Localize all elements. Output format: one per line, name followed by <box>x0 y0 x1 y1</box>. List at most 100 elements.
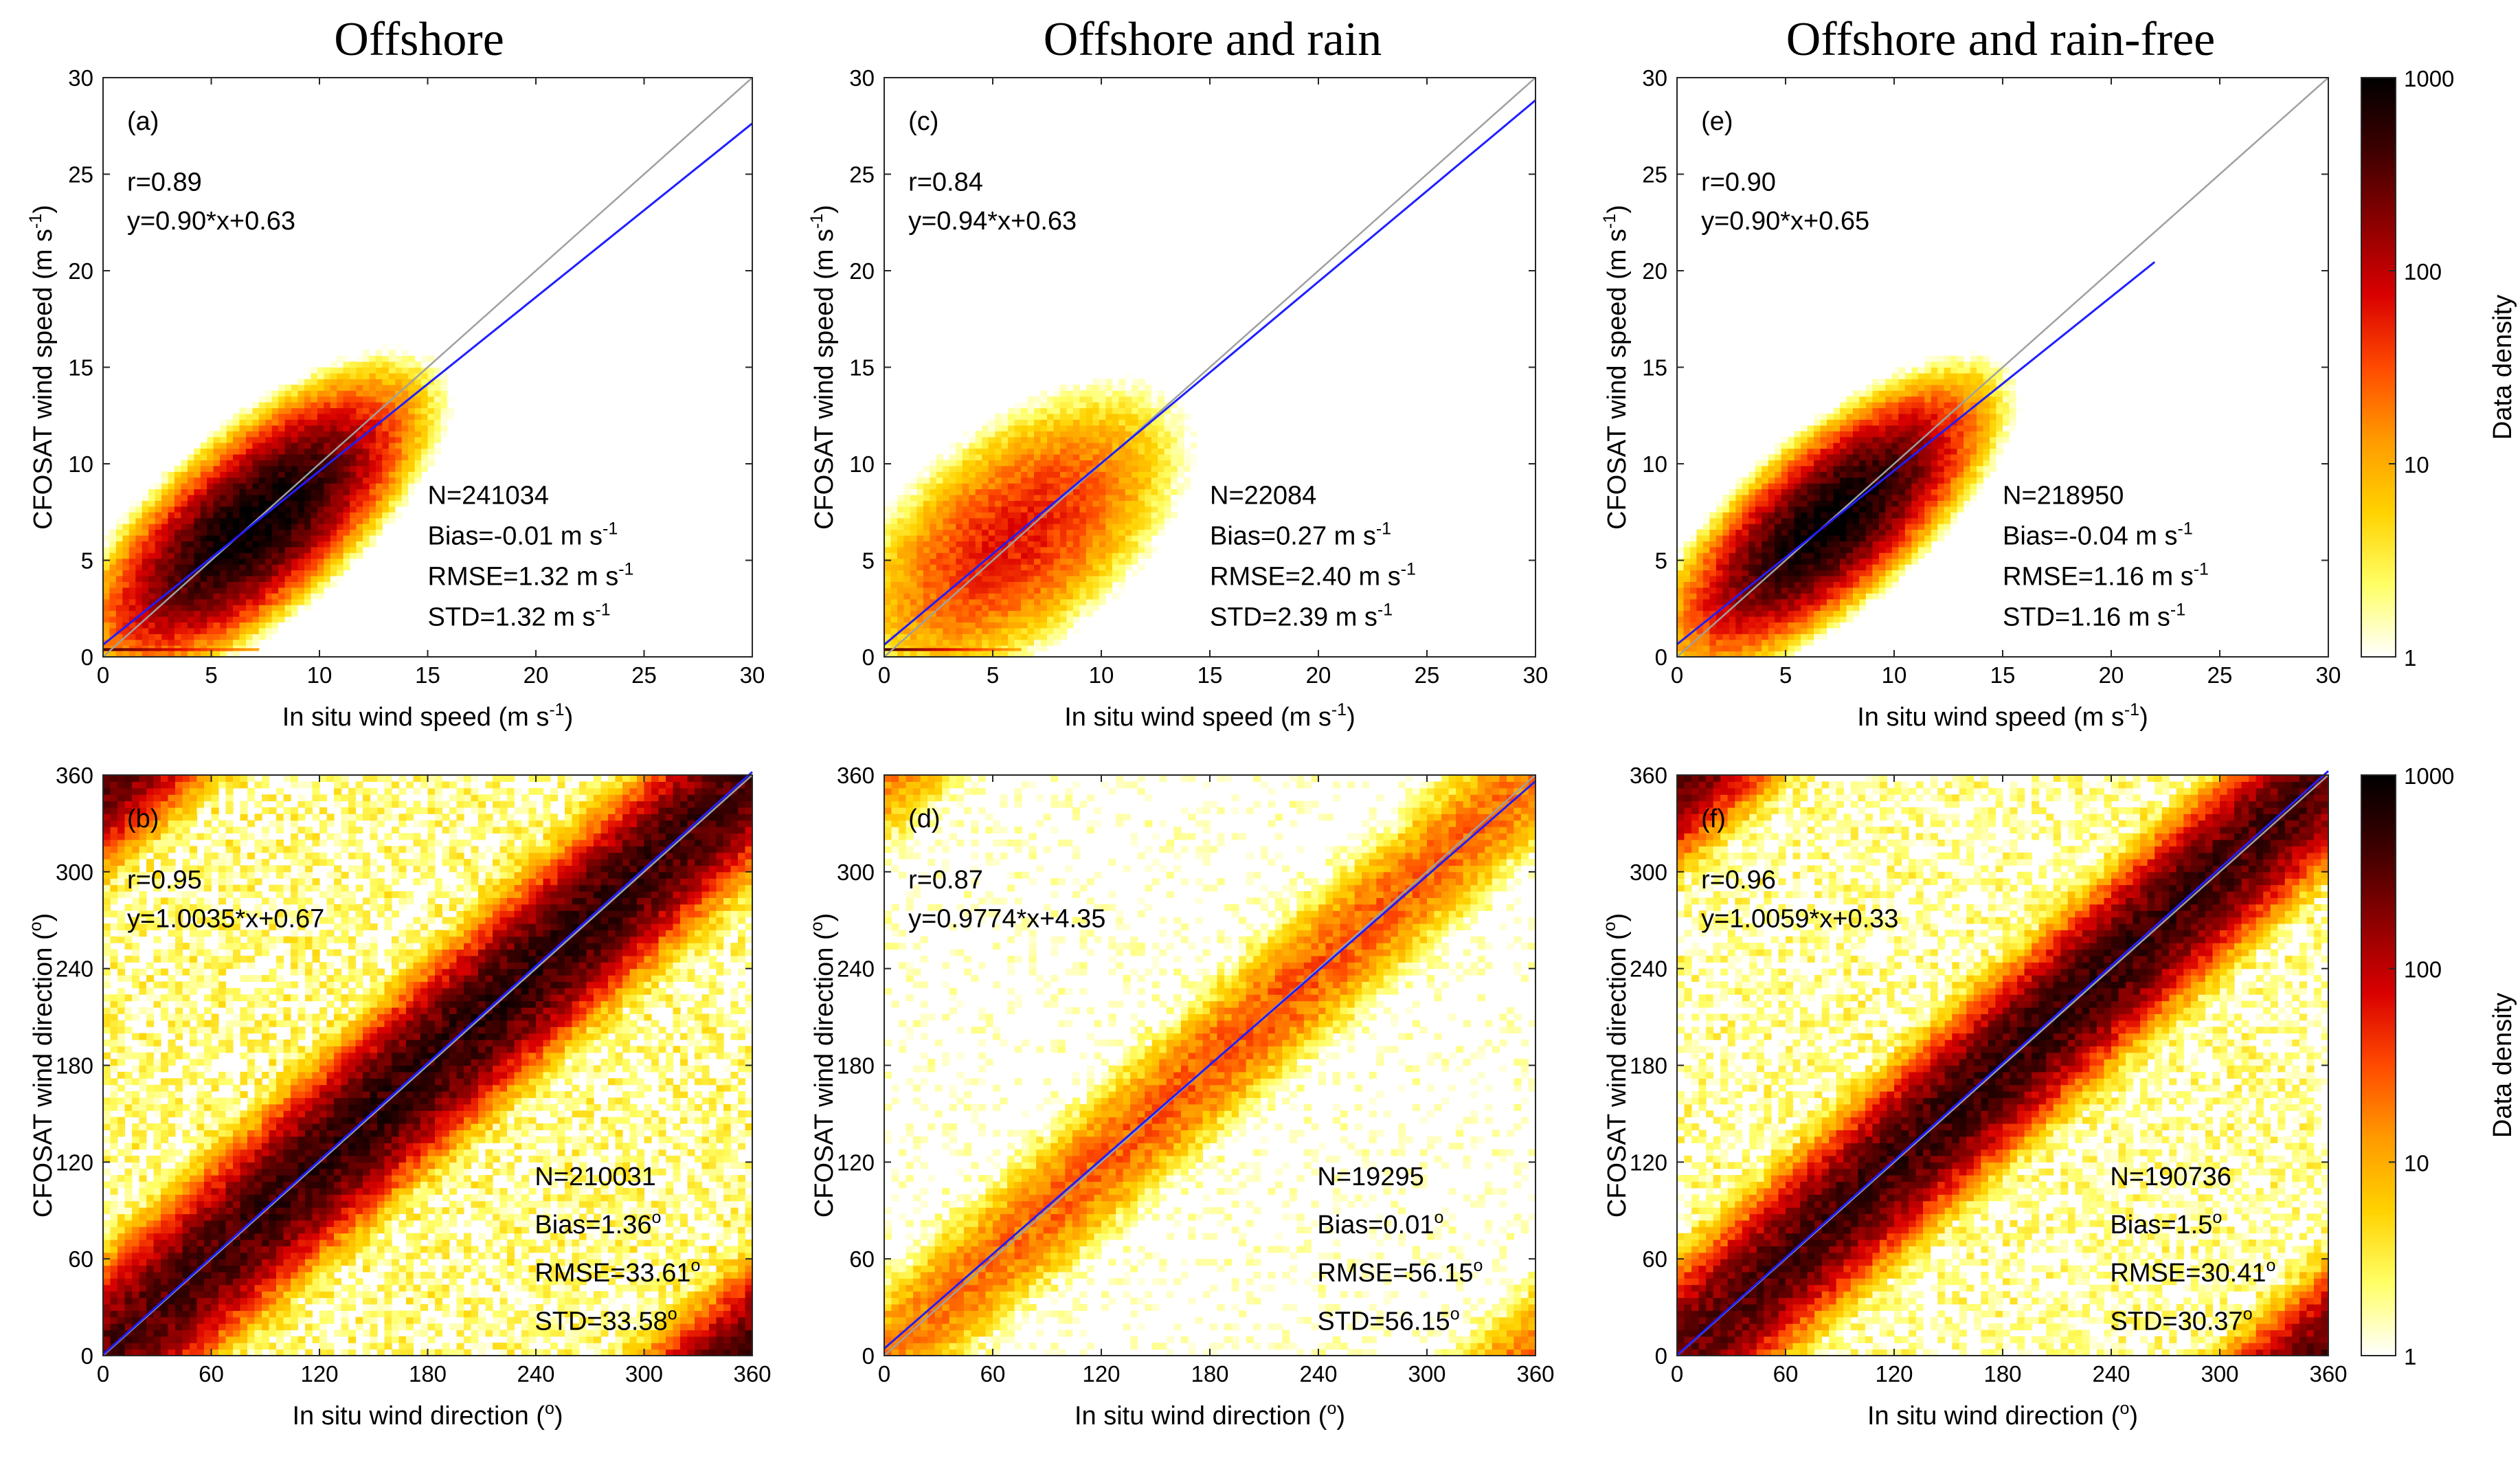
density-cell <box>225 1220 234 1227</box>
density-cell <box>317 419 324 426</box>
density-cell <box>343 506 350 513</box>
density-cell <box>103 794 111 802</box>
density-cell <box>110 1207 118 1215</box>
density-cell <box>247 1297 256 1305</box>
density-cell <box>278 500 286 507</box>
density-cell <box>153 1181 161 1189</box>
density-cell <box>341 1020 349 1027</box>
density-cell <box>187 512 194 519</box>
density-cell <box>324 442 331 449</box>
density-cell <box>233 949 241 956</box>
density-cell <box>211 878 219 886</box>
density-cell <box>319 839 328 846</box>
density-cell <box>305 930 313 937</box>
density-cell <box>377 1297 385 1305</box>
density-cell <box>413 1007 421 1014</box>
density-cell <box>233 781 241 789</box>
density-cell <box>211 1097 219 1105</box>
density-cell <box>240 1310 248 1318</box>
density-cell <box>233 465 240 472</box>
density-cell <box>225 949 234 956</box>
density-cell <box>233 431 240 438</box>
density-cell <box>182 794 190 802</box>
density-cell <box>233 930 241 937</box>
density-cell <box>382 431 390 438</box>
density-cell <box>398 820 407 827</box>
density-cell <box>319 1052 328 1059</box>
density-cell <box>297 390 305 397</box>
density-cell <box>168 975 176 983</box>
density-cell <box>406 994 414 1002</box>
density-cell <box>247 878 256 886</box>
density-cell <box>434 384 441 391</box>
density-cell <box>291 884 299 892</box>
density-cell <box>363 1213 371 1221</box>
density-cell <box>305 1252 313 1259</box>
density-cell <box>356 495 363 501</box>
density-cell <box>392 1065 400 1073</box>
density-cell <box>135 570 143 576</box>
density-cell <box>240 1175 248 1182</box>
density-cell <box>434 396 441 403</box>
density-cell <box>175 1162 183 1169</box>
density-cell <box>200 581 207 588</box>
density-cell <box>225 807 234 814</box>
density-cell <box>110 775 118 782</box>
density-cell <box>117 794 126 802</box>
density-cell <box>284 598 292 605</box>
density-cell <box>168 1149 176 1156</box>
density-cell <box>196 1136 205 1143</box>
density-cell <box>207 489 214 495</box>
density-cell <box>103 552 110 559</box>
density-cell <box>369 396 376 403</box>
density-cell <box>226 564 234 571</box>
density-cell <box>211 1310 219 1318</box>
density-cell <box>175 930 183 937</box>
density-cell <box>276 994 284 1002</box>
density-cell <box>382 350 390 357</box>
density-cell <box>196 1240 205 1246</box>
density-cell <box>276 1213 284 1221</box>
density-cell <box>233 1181 241 1189</box>
density-cell <box>413 1194 421 1202</box>
density-cell <box>190 1059 198 1066</box>
density-cell <box>291 529 298 536</box>
density-cell <box>341 981 349 989</box>
density-cell <box>117 975 126 983</box>
density-cell <box>311 379 318 385</box>
density-cell <box>239 489 247 495</box>
density-cell <box>392 1155 400 1163</box>
density-cell <box>348 1271 357 1279</box>
density-cell <box>187 535 194 541</box>
density-cell <box>252 587 260 594</box>
density-cell <box>122 529 130 536</box>
density-cell <box>252 648 260 651</box>
density-cell <box>312 1207 320 1215</box>
density-cell <box>413 1246 421 1253</box>
density-cell <box>262 827 270 834</box>
density-cell <box>240 1181 248 1189</box>
density-cell <box>146 814 155 821</box>
density-cell <box>240 800 248 808</box>
density-cell <box>370 955 378 963</box>
density-cell <box>406 923 414 930</box>
density-cell <box>128 576 136 582</box>
density-cell <box>220 605 227 612</box>
density-cell <box>204 1323 212 1331</box>
density-cell <box>348 1033 357 1040</box>
density-cell <box>213 541 221 548</box>
density-cell <box>175 1033 183 1040</box>
density-cell <box>190 936 198 943</box>
density-cell <box>284 587 292 594</box>
density-cell <box>258 535 266 541</box>
density-cell <box>276 1046 284 1053</box>
density-cell <box>350 379 357 385</box>
density-cell <box>262 1110 270 1118</box>
density-cell <box>182 1194 190 1202</box>
density-cell <box>182 1349 190 1356</box>
density-cell <box>135 576 143 582</box>
density-cell <box>276 962 284 969</box>
density-cell <box>434 361 441 368</box>
density-cell <box>161 968 169 976</box>
density-cell <box>139 1007 147 1014</box>
